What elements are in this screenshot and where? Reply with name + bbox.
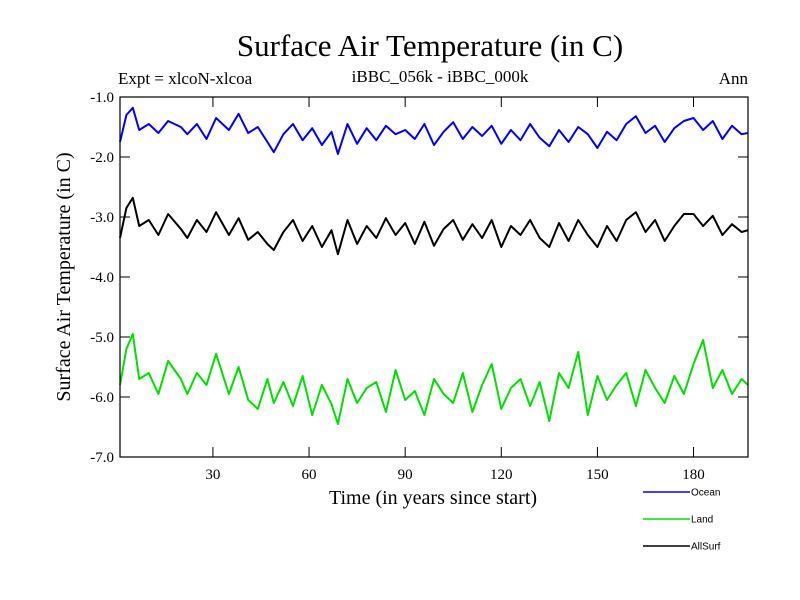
series-line-land [119, 333, 749, 425]
y-axis-label: Surface Air Temperature (in C) [53, 152, 75, 401]
chart-subtitle-left: Expt = xlcoN-xlcoa [118, 69, 253, 88]
x-axis-label: Time (in years since start) [329, 487, 537, 509]
legend-label-land: Land [691, 515, 713, 526]
y-tick-label: -5.0 [90, 330, 114, 346]
x-tick-label: 30 [205, 467, 220, 483]
y-tick-label: -3.0 [90, 210, 114, 226]
plot-frame [119, 96, 749, 458]
tick-layer: -1.0 -2.0 -3.0 -4.0 -5.0 -6.0 -7.0 30 60 90 120 150… [90, 90, 748, 483]
chart-subtitle-center: iBBC_056k - iBBC_000k [352, 67, 529, 86]
legend: Ocean Land AllSurf [643, 488, 721, 553]
x-tick-label: 90 [398, 467, 413, 483]
x-tick-label: 120 [490, 467, 513, 483]
y-tick-label: -1.0 [90, 90, 114, 106]
series-layer [119, 106, 749, 425]
y-tick-label: -6.0 [90, 390, 114, 406]
legend-label-ocean: Ocean [691, 488, 720, 499]
series-line-ocean [119, 106, 749, 155]
chart-subtitle-right: Ann [719, 69, 749, 88]
x-tick-label: 180 [682, 467, 705, 483]
x-tick-label: 150 [586, 467, 609, 483]
y-tick-label: -2.0 [90, 150, 114, 166]
chart-title: Surface Air Temperature (in C) [237, 28, 623, 63]
x-tick-label: 60 [302, 467, 317, 483]
y-tick-label: -7.0 [90, 450, 114, 466]
y-tick-label: -4.0 [90, 270, 114, 286]
series-line-allsurf [119, 196, 749, 256]
legend-label-allsurf: AllSurf [691, 542, 721, 553]
